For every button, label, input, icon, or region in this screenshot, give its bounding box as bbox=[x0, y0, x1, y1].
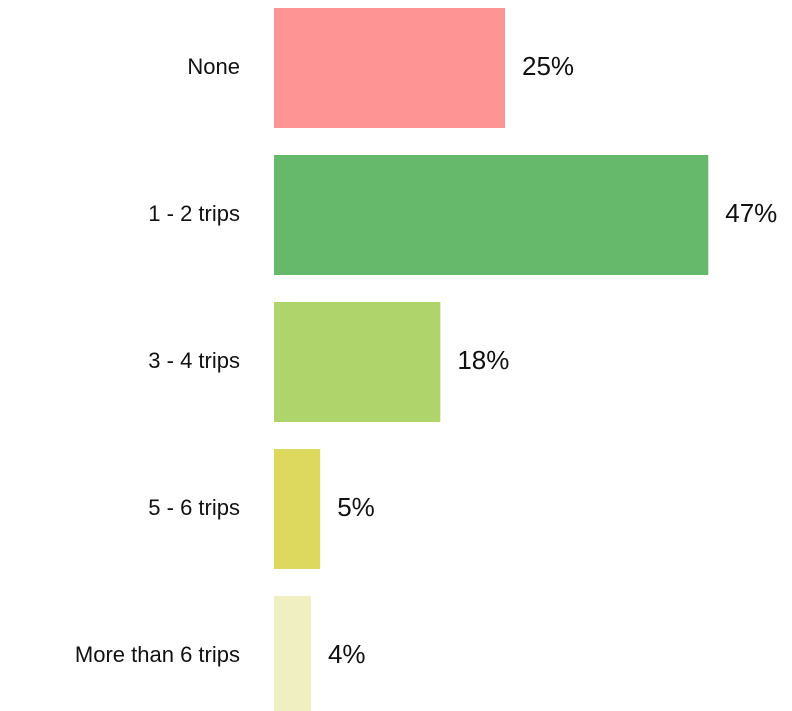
value-label: 4% bbox=[328, 639, 366, 669]
bar bbox=[274, 596, 311, 711]
category-label: 5 - 6 trips bbox=[148, 495, 240, 520]
value-label: 47% bbox=[725, 198, 777, 228]
bar bbox=[274, 8, 505, 128]
bar bbox=[274, 155, 709, 275]
bar bbox=[274, 449, 321, 569]
value-label: 5% bbox=[337, 492, 375, 522]
value-label: 18% bbox=[457, 345, 509, 375]
value-label: 25% bbox=[522, 51, 574, 81]
category-label: 3 - 4 trips bbox=[148, 348, 240, 373]
bar bbox=[274, 302, 441, 422]
category-label: None bbox=[187, 54, 240, 79]
category-label: 1 - 2 trips bbox=[148, 201, 240, 226]
category-label: More than 6 trips bbox=[75, 642, 240, 667]
